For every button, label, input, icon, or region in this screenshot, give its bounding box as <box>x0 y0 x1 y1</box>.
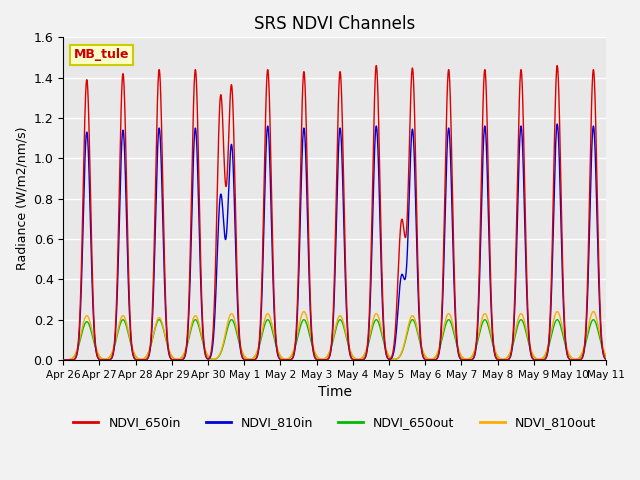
Y-axis label: Radiance (W/m2/nm/s): Radiance (W/m2/nm/s) <box>15 127 28 270</box>
Title: SRS NDVI Channels: SRS NDVI Channels <box>254 15 415 33</box>
Text: MB_tule: MB_tule <box>74 48 130 61</box>
Legend: NDVI_650in, NDVI_810in, NDVI_650out, NDVI_810out: NDVI_650in, NDVI_810in, NDVI_650out, NDV… <box>68 411 601 434</box>
X-axis label: Time: Time <box>317 385 351 399</box>
